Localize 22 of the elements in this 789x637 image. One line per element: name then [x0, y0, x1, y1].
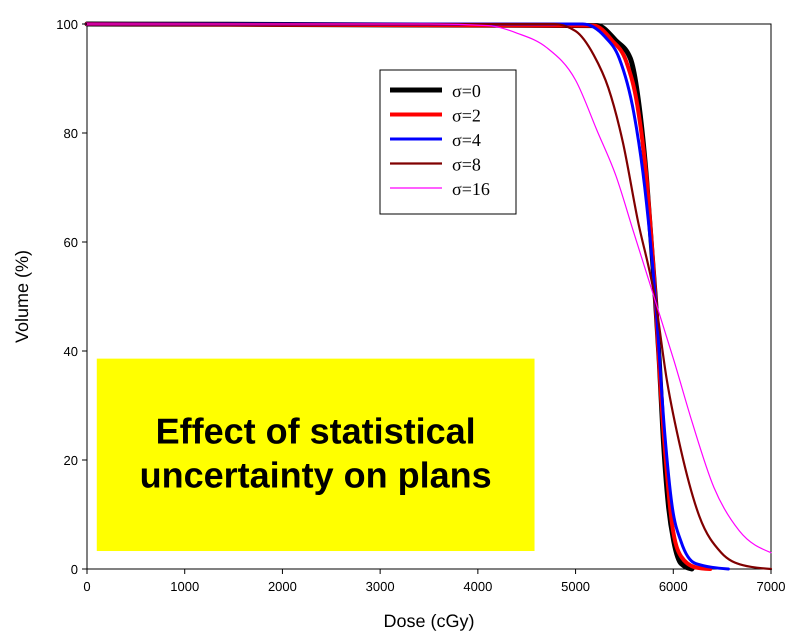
legend-label: σ=16 — [452, 179, 490, 199]
legend-label: σ=2 — [452, 106, 481, 126]
x-tick-label: 4000 — [463, 579, 492, 594]
x-tick-label: 5000 — [561, 579, 590, 594]
legend-label: σ=8 — [452, 154, 481, 174]
x-tick-label: 1000 — [170, 579, 200, 594]
annotation: Effect of statistical uncertainty on plans — [140, 410, 492, 496]
legend-label: σ=0 — [452, 81, 481, 101]
y-tick-label: 100 — [56, 17, 78, 32]
x-tick-label: 6000 — [658, 579, 688, 594]
y-tick-label: 20 — [64, 453, 78, 468]
y-tick-label: 40 — [64, 344, 78, 359]
y-tick-label: 0 — [70, 562, 78, 577]
x-tick-label: 2000 — [268, 579, 297, 594]
x-axis-title: Dose (cGy) — [383, 611, 475, 631]
y-axis-title: Volume (%) — [12, 250, 32, 344]
x-tick-label: 3000 — [366, 579, 395, 594]
x-tick-label: 0 — [83, 579, 91, 594]
legend-label: σ=4 — [452, 130, 481, 150]
y-tick-label: 60 — [64, 235, 78, 250]
y-tick-label: 80 — [64, 126, 78, 141]
x-tick-label: 7000 — [756, 579, 786, 594]
